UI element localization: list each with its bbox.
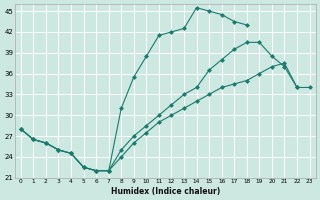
X-axis label: Humidex (Indice chaleur): Humidex (Indice chaleur) <box>111 187 220 196</box>
